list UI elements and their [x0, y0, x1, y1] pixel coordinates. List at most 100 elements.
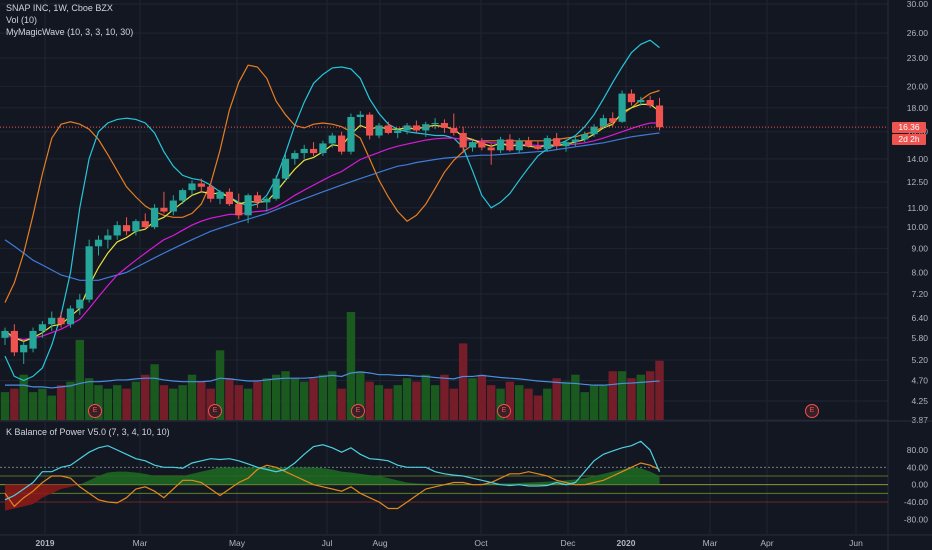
candle-body — [309, 148, 318, 154]
time-axis-label: Mar — [703, 538, 718, 548]
volume-bar — [365, 381, 374, 420]
volume-bar — [580, 392, 589, 420]
volume-bar — [487, 385, 496, 420]
time-axis-label: 2020 — [617, 538, 636, 548]
price-axis-label: 5.20 — [911, 355, 928, 365]
candle-body — [534, 146, 542, 149]
candle-body — [618, 93, 626, 122]
earnings-marker[interactable]: E — [805, 404, 819, 418]
volume-bar — [477, 374, 487, 420]
earnings-marker[interactable]: E — [497, 404, 511, 418]
candle-body — [515, 140, 523, 151]
volume-bar — [131, 381, 141, 420]
volume-bar — [178, 385, 187, 420]
time-axis-label: Mar — [133, 538, 148, 548]
price-axis-label: 18.00 — [907, 103, 929, 113]
candle-body — [450, 127, 458, 133]
bop-signal-line — [4, 462, 660, 510]
candle-body — [207, 186, 215, 199]
candle-body — [225, 191, 233, 205]
volume-bar — [346, 312, 356, 420]
price-axis-label: 4.25 — [911, 396, 928, 406]
earnings-marker[interactable]: E — [88, 404, 102, 418]
oscillator-axis-label: -40.00 — [904, 497, 928, 507]
volume-bar — [552, 378, 561, 420]
candle-body — [38, 324, 46, 331]
earnings-marker[interactable]: E — [351, 404, 365, 418]
volume-bar — [262, 378, 271, 420]
volume-bar — [561, 381, 571, 420]
volume-bar — [589, 385, 599, 420]
ema-slow-line — [4, 122, 660, 341]
indicator-legend: MyMagicWave (10, 3, 3, 10, 30) — [6, 27, 134, 37]
volume-bar — [412, 381, 421, 420]
volume-bar — [159, 385, 169, 420]
candle-body — [422, 124, 430, 131]
candle-body — [338, 135, 346, 152]
price-axis-label: 26.00 — [907, 28, 929, 38]
volume-bar — [458, 343, 468, 420]
volume-legend: Vol (10) — [6, 15, 38, 25]
candle-body — [244, 195, 252, 216]
volume-bar — [94, 385, 103, 420]
candle-body — [478, 142, 486, 148]
candle-body — [366, 114, 374, 136]
oscillator-legend: K Balance of Power V5.0 (7, 3, 4, 10, 10… — [6, 427, 170, 437]
earnings-marker[interactable]: E — [208, 404, 222, 418]
candle-body — [571, 139, 579, 143]
volume-bar — [505, 381, 515, 420]
candle-body — [627, 93, 636, 103]
candle-body — [562, 142, 570, 147]
candle-body — [263, 198, 271, 203]
volume-bar — [533, 395, 543, 420]
candle-body — [496, 139, 505, 151]
candle-body — [468, 142, 477, 148]
volume-bar — [122, 388, 131, 420]
volume-bar — [309, 378, 318, 420]
volume-ma-line — [5, 371, 660, 389]
candle-body — [347, 116, 355, 152]
bop-positive-area — [5, 467, 660, 485]
candle-body — [188, 183, 196, 191]
volume-bar — [290, 378, 300, 420]
candle-body — [581, 134, 589, 140]
time-axis-label: May — [229, 538, 246, 548]
volume-bar — [38, 388, 47, 420]
candle-body — [384, 125, 392, 133]
candle-body — [300, 148, 308, 154]
volume-bar — [645, 371, 655, 420]
volume-bar — [655, 360, 664, 420]
time-axis-label: Apr — [760, 538, 773, 548]
candle-body — [543, 138, 551, 149]
price-axis-label: 12.50 — [907, 177, 929, 187]
price-axis-label: 6.40 — [911, 313, 928, 323]
candle-body — [487, 147, 495, 151]
time-axis-label: 2019 — [36, 538, 55, 548]
volume-bar — [374, 385, 384, 420]
volume-bar — [617, 371, 627, 420]
oscillator-axis-label: -80.00 — [904, 514, 928, 524]
candle-body — [440, 122, 449, 128]
price-axis-label: 10.00 — [907, 222, 929, 232]
volume-bar — [141, 374, 150, 420]
candle-body — [291, 153, 299, 159]
candle-body — [141, 221, 149, 228]
candle-body — [459, 132, 467, 148]
candle-body — [160, 207, 168, 212]
volume-bar — [300, 381, 309, 420]
candle-body — [599, 118, 607, 127]
time-axis-label: Aug — [372, 538, 387, 548]
bop-main-line — [4, 440, 661, 501]
wave-lower-line — [4, 64, 660, 303]
sma-line — [4, 132, 660, 281]
volume-bar — [515, 385, 524, 420]
candle-body — [394, 130, 402, 133]
volume-bar — [103, 388, 113, 420]
last-price-badge: 16.36 — [892, 122, 926, 133]
candle-body — [169, 200, 177, 212]
candle-body — [235, 204, 243, 216]
volume-bar — [318, 374, 328, 420]
volume-bar — [421, 374, 430, 420]
candle-body — [1, 330, 9, 338]
